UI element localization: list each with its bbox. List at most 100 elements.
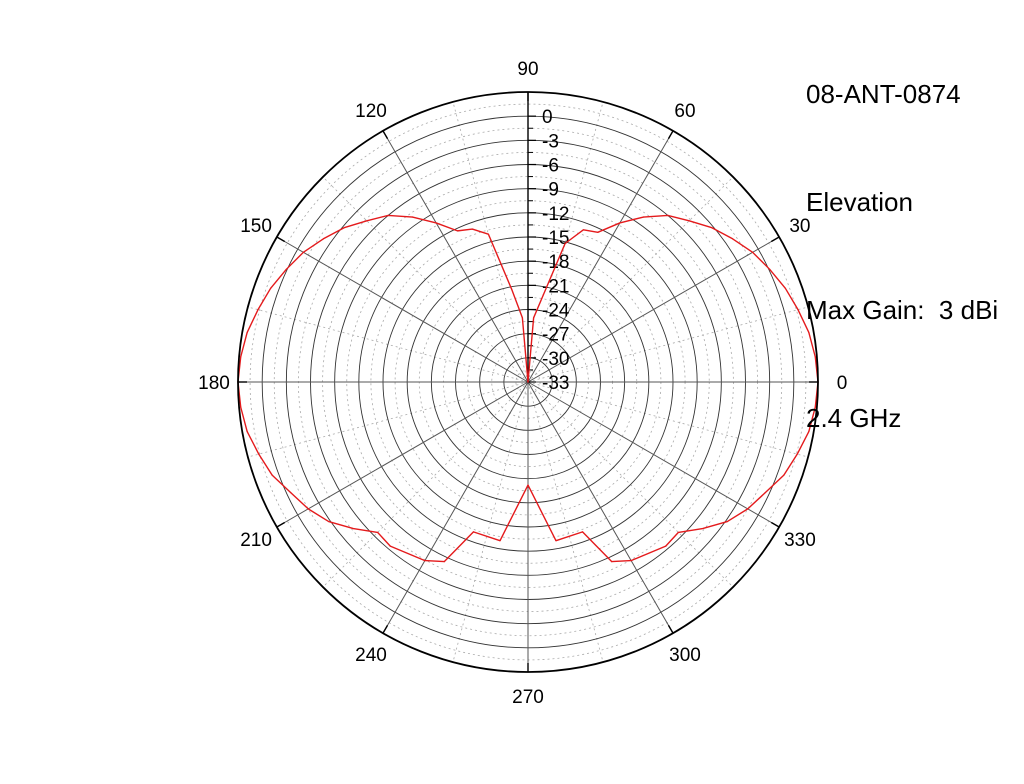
- series-point: [366, 220, 368, 222]
- radial-tick-label: -12: [542, 204, 569, 225]
- angle-tick-label: 150: [240, 216, 272, 237]
- series-point: [290, 492, 292, 494]
- series-point: [322, 238, 325, 240]
- series-point: [702, 527, 704, 530]
- major-spoke: [382, 130, 529, 383]
- series-point: [533, 317, 535, 319]
- frequency: 2.4 GHz: [806, 403, 902, 433]
- series-point: [307, 508, 309, 510]
- angle-tick: [382, 130, 389, 139]
- angle-tick-label: 0: [837, 373, 848, 394]
- series-point: [726, 520, 728, 523]
- angle-tick: [771, 521, 780, 528]
- radial-tick-label: -6: [542, 156, 559, 177]
- series-point: [257, 309, 259, 311]
- radial-tick-label: -30: [542, 349, 569, 370]
- series-point: [564, 242, 566, 245]
- series-point: [285, 268, 287, 270]
- radial-tick-label: -3: [542, 131, 559, 152]
- series-point: [731, 238, 734, 240]
- series-point: [764, 492, 766, 494]
- series-point: [611, 561, 613, 563]
- series-point: [435, 222, 437, 224]
- angle-tick-label: 330: [784, 530, 816, 551]
- angle-tick: [771, 236, 780, 243]
- radial-tick-label: -18: [542, 252, 569, 273]
- series-point: [499, 540, 501, 542]
- outer-boundary: [237, 91, 819, 673]
- series-point: [642, 216, 645, 218]
- series-point: [665, 545, 667, 547]
- series-point: [411, 216, 414, 218]
- radial-axis: 0-3-6-9-12-15-18-21-24-27-30-33: [527, 92, 570, 394]
- angle-tick-label: 30: [789, 216, 810, 237]
- series-point: [784, 287, 786, 289]
- series-point: [487, 233, 489, 235]
- antenna-info: 08-ANT-0874 Elevation Max Gain: 3 dBi 2.…: [806, 4, 998, 472]
- series-point: [783, 474, 785, 476]
- series-point: [258, 453, 260, 455]
- radial-tick-label: -15: [542, 228, 569, 249]
- major-spoke: [527, 236, 780, 383]
- series-point: [424, 559, 426, 562]
- series-point: [443, 561, 445, 563]
- series-point: [456, 230, 459, 232]
- series-point: [527, 381, 529, 383]
- angle-tick-label: 90: [517, 59, 538, 80]
- pattern-plane: Elevation: [806, 187, 913, 217]
- series-point: [814, 356, 816, 358]
- series-point: [630, 559, 632, 562]
- series-point: [797, 309, 799, 311]
- major-spoke: [276, 381, 529, 528]
- angle-tick: [276, 521, 285, 528]
- series-point: [796, 453, 798, 455]
- angle-tick-label: 120: [355, 101, 387, 122]
- angle-tick-label: 300: [669, 645, 701, 666]
- major-spoke: [382, 381, 529, 634]
- angle-tick: [382, 625, 389, 634]
- max-gain: Max Gain: 3 dBi: [806, 295, 999, 325]
- series-point: [377, 531, 379, 533]
- series-point: [582, 229, 584, 231]
- series-point: [471, 228, 473, 230]
- antenna-model: 08-ANT-0874: [806, 79, 961, 109]
- radial-tick-label: -27: [542, 325, 569, 346]
- series-point: [472, 531, 475, 533]
- angle-tick-label: 210: [240, 530, 272, 551]
- series-point: [328, 520, 330, 523]
- series-point: [352, 527, 354, 530]
- series-point: [688, 220, 690, 222]
- series-point: [246, 331, 248, 334]
- series-point: [270, 287, 272, 289]
- angle-tick-label: 270: [512, 687, 544, 708]
- series-point: [542, 294, 544, 296]
- series-point: [302, 251, 304, 253]
- series-point: [814, 406, 816, 408]
- series-point: [389, 545, 391, 547]
- radial-tick-label: 0: [542, 107, 553, 128]
- series-point: [271, 474, 273, 476]
- series-point: [240, 356, 242, 358]
- angle-tick: [667, 625, 674, 634]
- series-point: [246, 430, 248, 433]
- series-point: [597, 231, 599, 233]
- radial-tick-label: -9: [542, 180, 559, 201]
- angle-spokes: [238, 92, 818, 672]
- angle-tick-label: 180: [198, 373, 230, 394]
- series-point: [769, 268, 771, 270]
- series-point: [555, 540, 557, 542]
- series-point: [711, 227, 713, 229]
- major-spoke: [276, 236, 529, 383]
- angle-tick: [276, 236, 285, 243]
- series-point: [808, 331, 810, 334]
- series-point: [511, 288, 513, 290]
- series-point: [677, 531, 679, 533]
- series-point: [667, 214, 669, 216]
- angle-tick-label: 240: [355, 645, 387, 666]
- series-point: [521, 317, 523, 319]
- series-point: [747, 508, 749, 510]
- major-spoke: [527, 381, 674, 634]
- series-point: [619, 222, 621, 224]
- major-spoke: [527, 381, 780, 528]
